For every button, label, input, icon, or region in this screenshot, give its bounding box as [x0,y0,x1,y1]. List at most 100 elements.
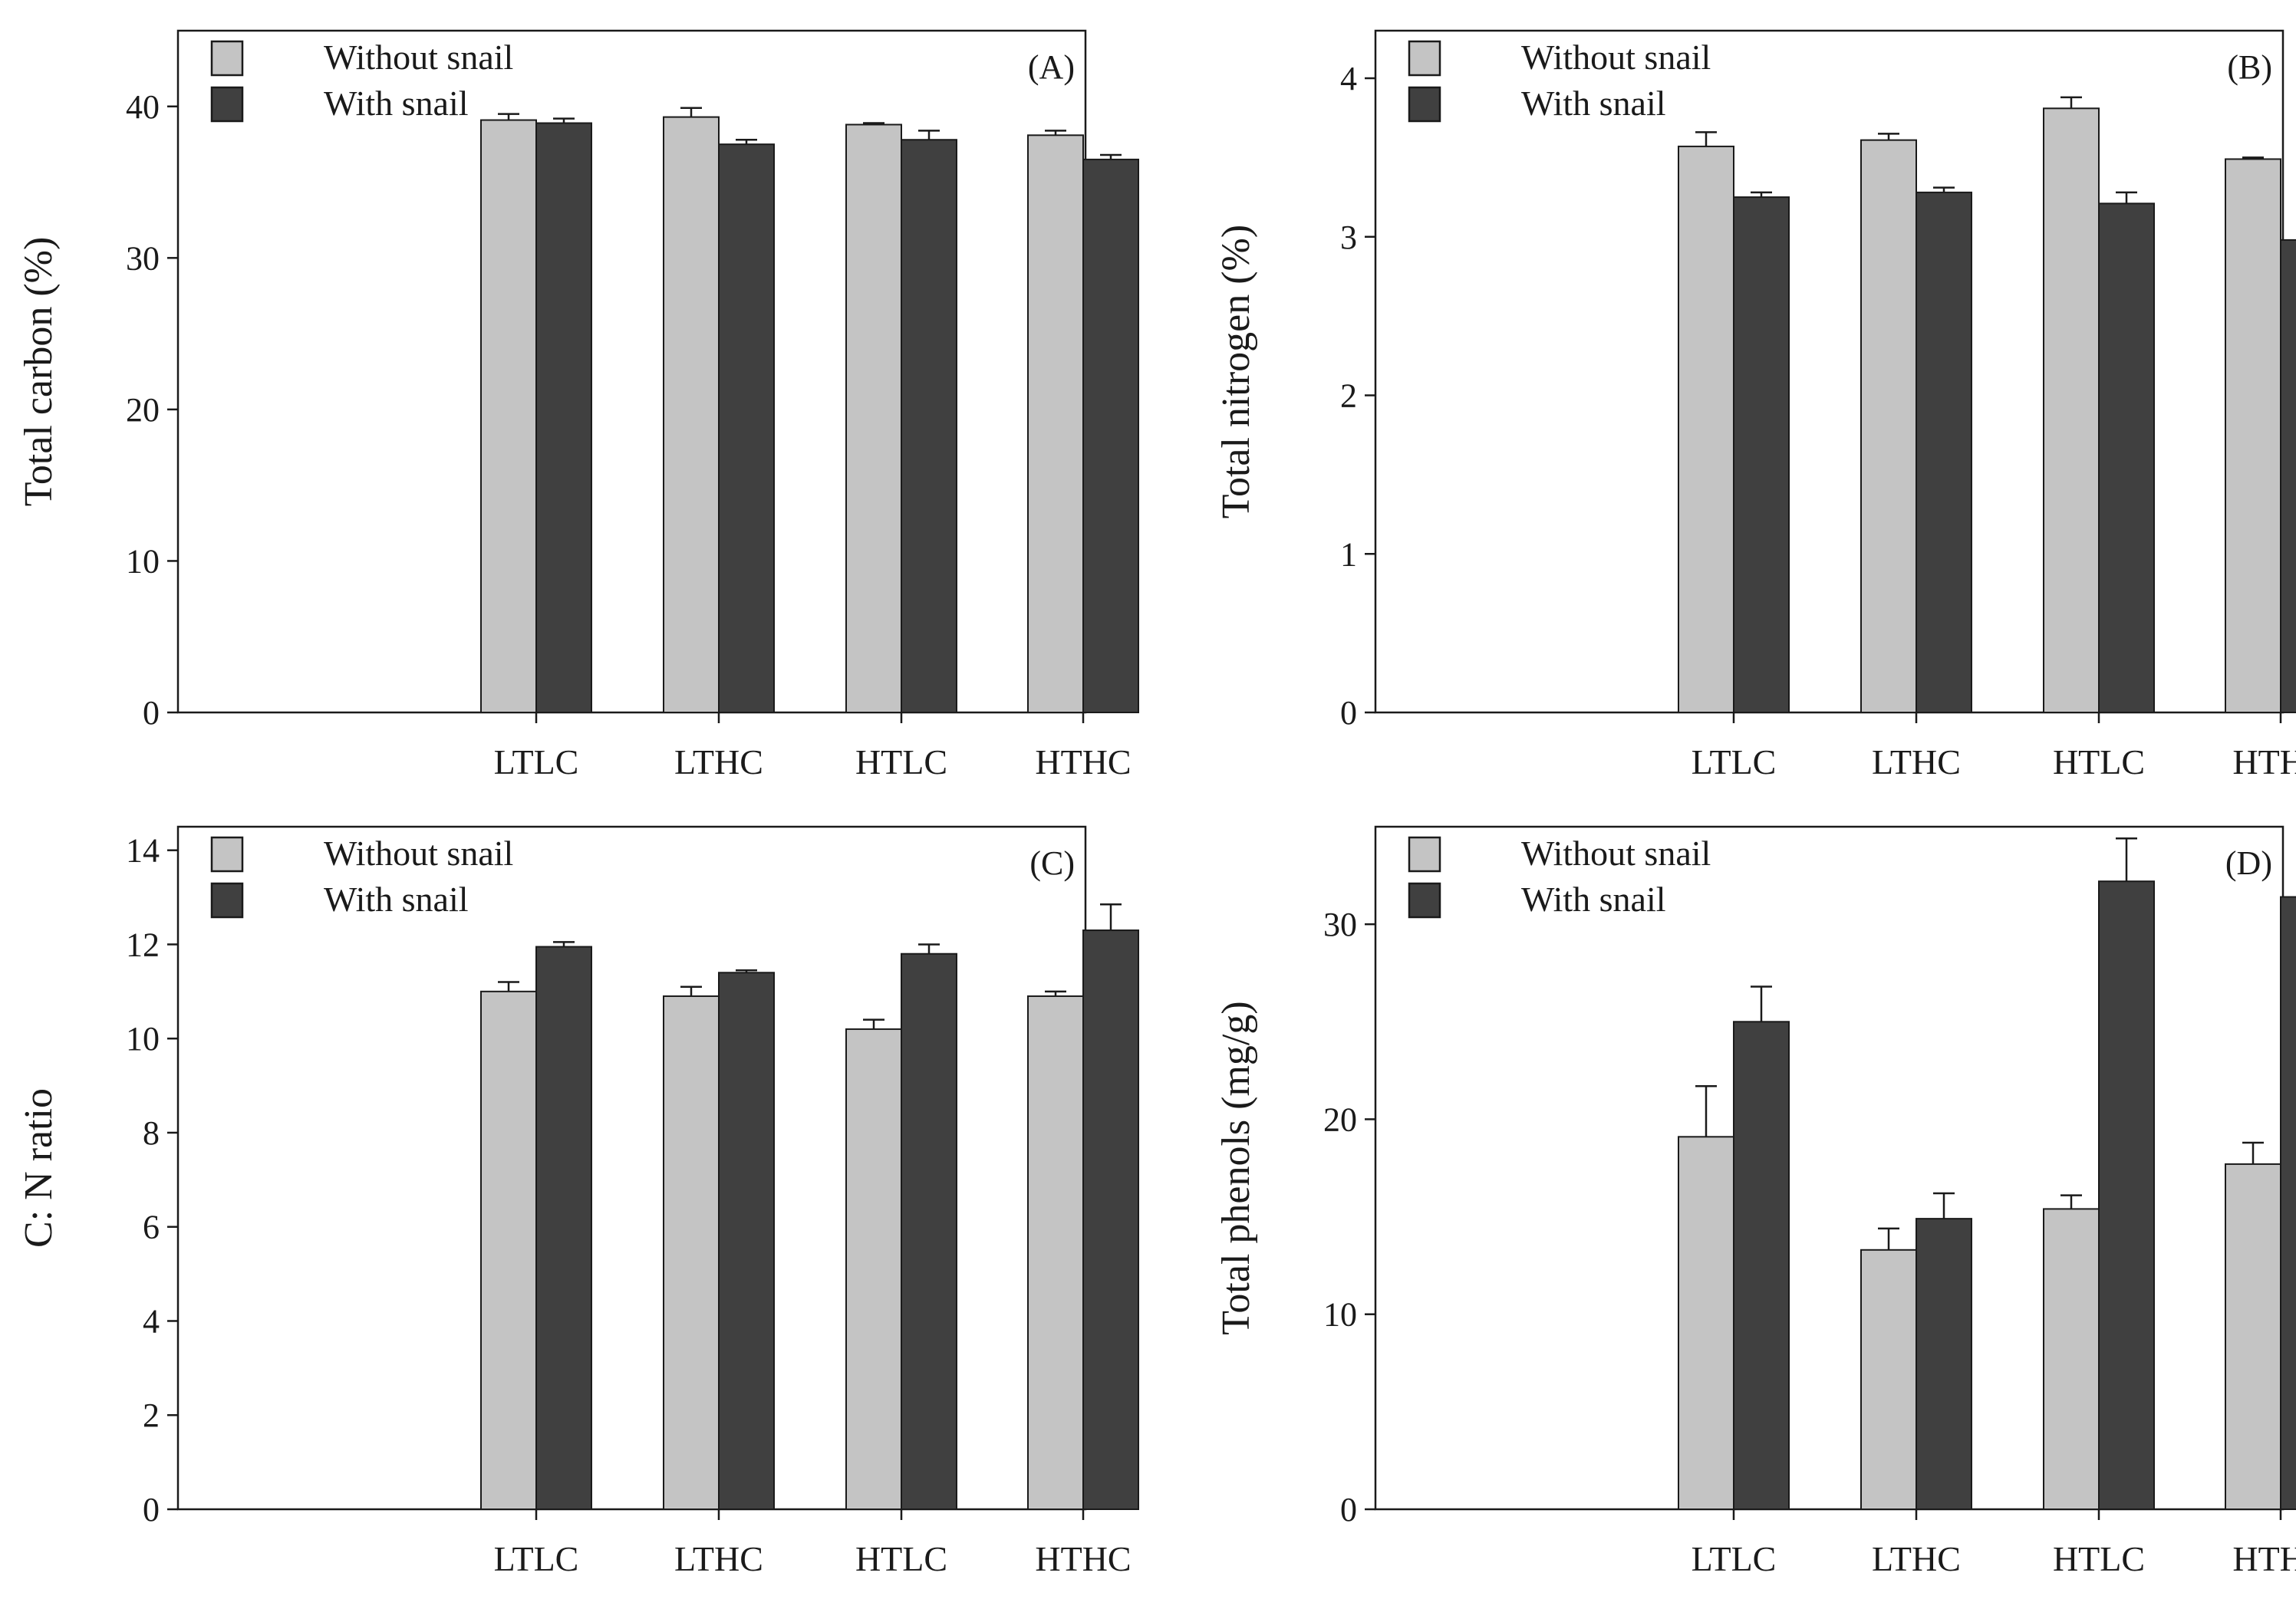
bar-with-snail-htlc [2098,880,2155,1510]
panel-4: 0 10 20 30 Total phenols (mg/g) LTLC LTHC HTLC H… [1214,825,2296,1578]
bar-without-snail-hthc [1027,134,1084,713]
y-tick-label: 2 [1340,377,1357,415]
legend-swatch-without-snail [210,40,244,77]
y-tick-label: 4 [143,1302,160,1340]
legend: Without snail With snail [210,834,513,919]
y-tick-label: 14 [126,832,160,870]
legend-label-with-snail: With snail [324,84,469,123]
bar-without-snail-hthc [2225,1163,2281,1511]
y-tick-label: 20 [126,391,160,429]
y-tick-label: 0 [143,1491,160,1528]
panel-tag: (D) [2225,844,2272,882]
y-tick-label: 10 [126,542,160,580]
y-tick-label: 2 [143,1397,160,1434]
bar-with-snail-ltlc [1733,196,1790,713]
x-category-label: LTLC [1692,1539,1777,1578]
bar-without-snail-lthc [663,995,720,1511]
bar-with-snail-hthc [2280,896,2296,1510]
bar-without-snail-lthc [1860,1249,1917,1511]
legend-swatch-with-snail [210,882,244,919]
legend-label-without-snail: Without snail [324,38,513,77]
y-tick-label: 12 [126,926,160,963]
x-category-label: LTHC [674,742,763,781]
bar-with-snail-lthc [1916,1218,1972,1510]
y-tick-label: 0 [143,694,160,732]
bar-without-snail-ltlc [1678,145,1734,713]
y-tick-label: 30 [1323,906,1357,943]
x-category-label: LTLC [1692,742,1777,781]
bar-with-snail-lthc [718,143,775,713]
bar-with-snail-ltlc [535,946,592,1510]
x-category-label: LTHC [1872,742,1961,781]
bar-with-snail-htlc [901,139,957,714]
x-category-label: LTHC [1872,1539,1961,1578]
bar-without-snail-ltlc [1678,1136,1734,1511]
bar-with-snail-lthc [718,972,775,1510]
bar-with-snail-hthc [1082,158,1139,713]
bar-with-snail-htlc [2098,202,2155,714]
x-category-label: HTHC [1035,1539,1131,1578]
y-tick-label: 0 [1340,1491,1357,1528]
legend-label-without-snail: Without snail [1521,834,1711,873]
bar-without-snail-ltlc [480,990,537,1511]
legend-label-without-snail: Without snail [324,834,513,873]
bar-without-snail-ltlc [480,119,537,713]
x-category-label: LTLC [494,1539,579,1578]
panel-tag: (C) [1029,844,1075,882]
y-tick-label: 30 [126,239,160,277]
bar-with-snail-htlc [901,952,957,1510]
panel-3: 0 2 4 6 8 10 12 14 C: N ratio LTLC LTHC HTLC HTHC Wit… [17,825,1139,1578]
bar-with-snail-ltlc [535,122,592,713]
y-tick-label: 10 [126,1020,160,1058]
legend-label-with-snail: With snail [1521,880,1666,919]
y-tick-label: 10 [1323,1296,1357,1334]
bar-without-snail-hthc [2225,158,2281,714]
panel-1: 0 10 20 30 40 Total carbon (%) LTLC LTHC HTLC HTH… [17,29,1139,781]
bar-without-snail-hthc [1027,995,1084,1511]
y-axis-title: Total carbon (%) [17,237,61,507]
y-tick-label: 3 [1340,219,1357,256]
legend: Without snail With snail [1408,834,1711,919]
bar-without-snail-htlc [2043,1208,2100,1511]
y-tick-label: 6 [143,1209,160,1246]
legend-swatch-with-snail [1408,86,1441,123]
legend-swatch-without-snail [1408,836,1441,873]
legend-label-with-snail: With snail [1521,84,1666,123]
bar-with-snail-lthc [1916,191,1972,713]
legend: Without snail With snail [1408,38,1711,123]
panel-2: 0 1 2 3 4 Total nitrogen (%) LTLC LTHC HTLC HTHC W… [1214,29,2296,781]
legend-label-without-snail: Without snail [1521,38,1711,77]
y-axis-title: Total phenols (mg/g) [1214,1001,1258,1334]
x-category-label: HTHC [2232,742,2296,781]
y-tick-label: 0 [1340,694,1357,732]
legend-swatch-with-snail [1408,882,1441,919]
legend-label-with-snail: With snail [324,880,469,919]
bar-without-snail-lthc [663,116,720,713]
bar-without-snail-htlc [845,123,902,714]
y-axis-title: Total nitrogen (%) [1214,225,1258,518]
bar-without-snail-htlc [2043,107,2100,714]
bar-with-snail-hthc [1082,929,1139,1510]
x-category-label: HTHC [1035,742,1131,781]
x-category-label: LTHC [674,1539,763,1578]
legend-swatch-without-snail [1408,40,1441,77]
y-tick-label: 20 [1323,1101,1357,1138]
x-category-label: HTLC [2053,742,2145,781]
y-tick-label: 4 [1340,60,1357,97]
bar-without-snail-htlc [845,1028,902,1510]
legend-swatch-without-snail [210,836,244,873]
x-category-label: HTLC [855,1539,947,1578]
y-axis-title: C: N ratio [17,1088,61,1248]
x-category-label: HTLC [855,742,947,781]
x-category-label: HTHC [2232,1539,2296,1578]
bar-with-snail-hthc [2280,239,2296,713]
y-tick-label: 8 [143,1114,160,1152]
bar-without-snail-lthc [1860,139,1917,713]
y-tick-label: 40 [126,88,160,126]
legend-swatch-with-snail [210,86,244,123]
x-category-label: HTLC [2053,1539,2145,1578]
x-category-label: LTLC [494,742,579,781]
bar-with-snail-ltlc [1733,1021,1790,1511]
legend: Without snail With snail [210,38,513,123]
